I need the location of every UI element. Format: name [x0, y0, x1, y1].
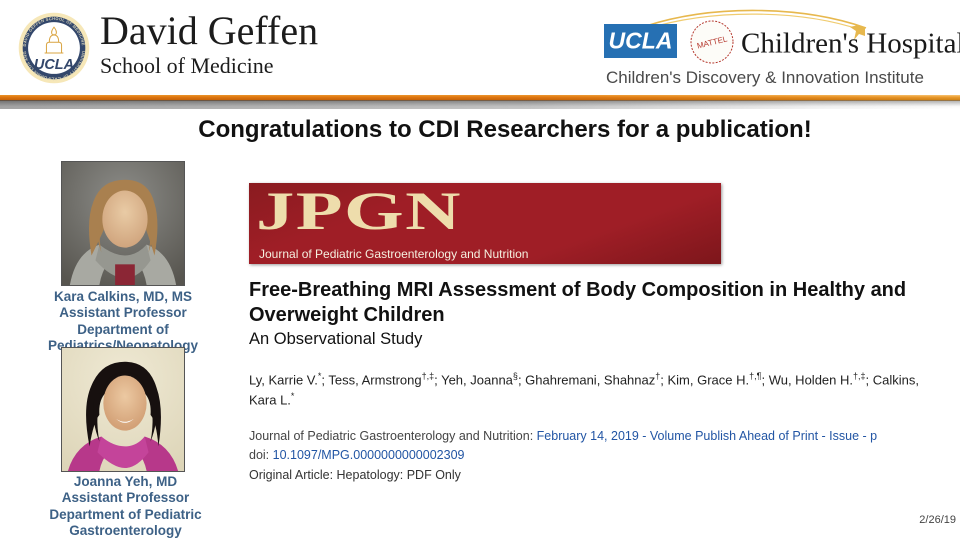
svg-text:UCLA: UCLA — [34, 57, 74, 73]
svg-text:Children's Hospital: Children's Hospital — [741, 28, 960, 60]
svg-text:UCLA: UCLA — [609, 28, 673, 54]
